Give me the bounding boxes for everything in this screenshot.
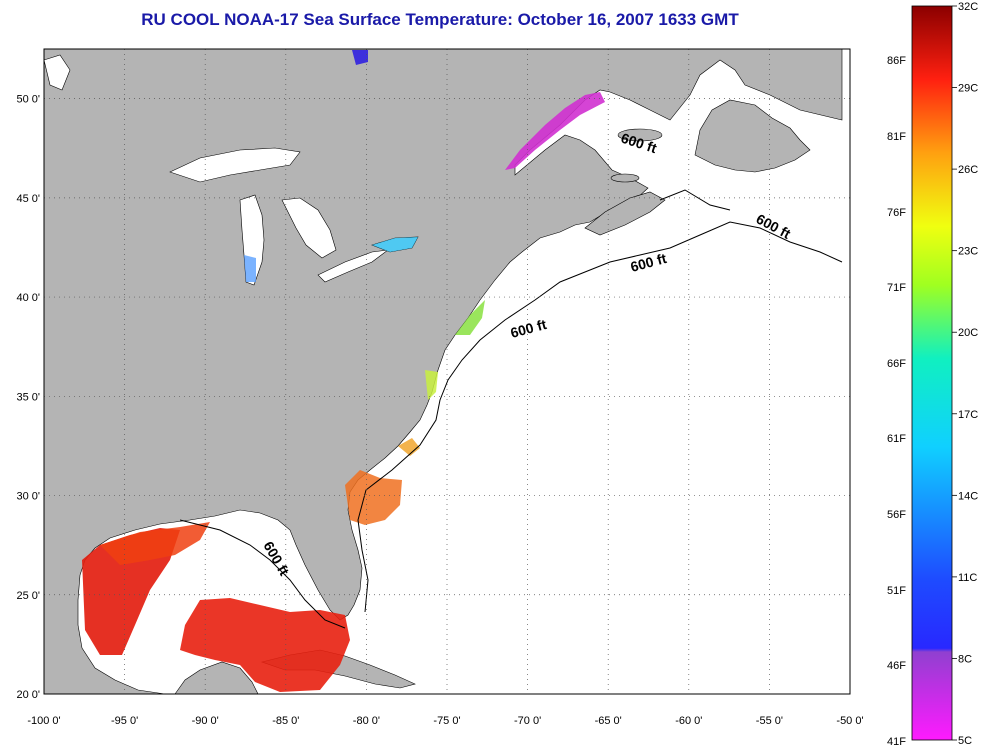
x-tick-label: -50 0' xyxy=(836,715,863,727)
x-axis-ticks: -100 0' -95 0' -90 0' -85 0' -80 0' -75 0' -70… xyxy=(27,715,863,727)
colorbar-f-label: 41F xyxy=(887,736,906,748)
y-tick-label: 30 0' xyxy=(16,491,40,503)
sst-lake-ontario xyxy=(372,237,418,252)
x-tick-label: -90 0' xyxy=(192,715,219,727)
lake-winnipeg xyxy=(43,54,71,91)
colorbar-f-label: 71F xyxy=(887,282,906,294)
colorbar-f-label: 61F xyxy=(887,433,906,445)
sst-st-lawrence xyxy=(505,92,605,170)
colorbar-c-label: 14C xyxy=(958,490,978,502)
anticosti-island xyxy=(617,128,663,142)
colorbar-f-label: 51F xyxy=(887,585,906,597)
sst-data-layer xyxy=(82,50,605,692)
x-tick-label: -55 0' xyxy=(756,715,783,727)
colorbar-c-label: 26C xyxy=(958,164,978,176)
colorbar-c-label: 8C xyxy=(958,653,972,665)
newfoundland-land xyxy=(694,99,811,173)
depth-contour-600ft xyxy=(179,189,843,629)
colorbar-f-label: 56F xyxy=(887,509,906,521)
sst-florida-east xyxy=(345,470,402,525)
y-tick-label: 45 0' xyxy=(16,193,40,205)
lake-huron xyxy=(281,197,337,259)
y-tick-label: 25 0' xyxy=(16,590,40,602)
colorbar-f-label: 66F xyxy=(887,358,906,370)
sst-mid-small xyxy=(425,370,438,400)
y-tick-label: 20 0' xyxy=(16,689,40,701)
nova-scotia-land xyxy=(584,191,666,236)
y-tick-label: 35 0' xyxy=(16,391,40,403)
y-tick-label: 40 0' xyxy=(16,292,40,304)
colorbar xyxy=(911,5,953,741)
pei-island xyxy=(610,173,640,183)
colorbar-f-label: 76F xyxy=(887,207,906,219)
colorbar-c-label: 32C xyxy=(958,1,978,13)
sst-carolina xyxy=(398,438,420,456)
x-tick-label: -75 0' xyxy=(433,715,460,727)
sst-caribbean xyxy=(180,598,350,692)
y-tick-label: 50 0' xyxy=(16,94,40,106)
x-tick-label: -65 0' xyxy=(595,715,622,727)
lake-superior xyxy=(169,147,301,183)
map-border xyxy=(43,48,851,695)
sst-lake-michigan xyxy=(244,255,256,282)
sst-midatlantic xyxy=(455,300,485,335)
colorbar-c-label: 5C xyxy=(958,735,972,747)
x-tick-label: -70 0' xyxy=(514,715,541,727)
sst-gulf-west xyxy=(82,528,180,655)
colorbar-c-label: 11C xyxy=(958,572,977,584)
colorbar-c-label: 17C xyxy=(958,409,978,421)
sst-gulf-north xyxy=(100,522,210,565)
colorbar-f-label: 81F xyxy=(887,131,906,143)
y-axis-ticks: 20 0' 25 0' 30 0' 35 0' 40 0' 45 0' 50 0' xyxy=(16,94,40,701)
colorbar-celsius-labels: 32C 29C 26C 23C 20C 17C 14C 11C 8C 5C xyxy=(952,1,978,747)
map-title: RU COOL NOAA-17 Sea Surface Temperature:… xyxy=(141,10,739,29)
colorbar-fahrenheit-labels: 86F 81F 76F 71F 66F 61F 56F 51F 46F 41F xyxy=(887,55,906,748)
colorbar-f-label: 86F xyxy=(887,55,906,67)
x-tick-label: -95 0' xyxy=(111,715,138,727)
sst-hudson-bay xyxy=(352,50,368,65)
colorbar-c-label: 20C xyxy=(958,327,978,339)
x-tick-label: -85 0' xyxy=(272,715,299,727)
colorbar-c-label: 29C xyxy=(958,83,978,95)
x-tick-label: -100 0' xyxy=(27,715,60,727)
yucatan-land xyxy=(174,661,259,695)
colorbar-f-label: 46F xyxy=(887,660,906,672)
x-tick-label: -60 0' xyxy=(675,715,702,727)
colorbar-c-label: 23C xyxy=(958,246,978,258)
x-tick-label: -80 0' xyxy=(353,715,380,727)
lake-erie xyxy=(317,249,390,283)
